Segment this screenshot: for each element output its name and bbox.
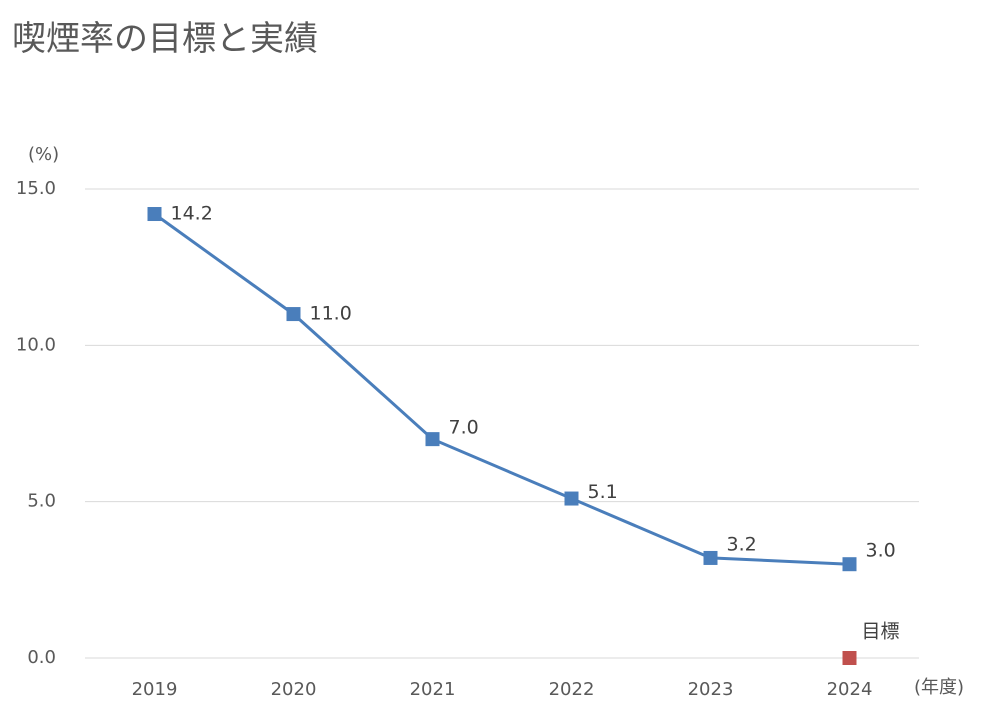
x-tick-label: 2023: [688, 679, 734, 700]
marker: [425, 432, 440, 447]
data-label: 3.2: [727, 533, 757, 555]
y-axis-label: (%): [28, 144, 59, 165]
chart-title: 喫煙率の目標と実績: [12, 19, 318, 59]
x-tick-label: 2021: [410, 679, 456, 700]
x-tick-label: 2024: [827, 679, 873, 700]
y-tick-label: 5.0: [27, 491, 56, 512]
y-tick-label: 0.0: [27, 647, 56, 668]
marker: [842, 557, 857, 572]
marker: [147, 207, 162, 222]
data-label: 3.0: [866, 540, 896, 562]
data-label: 11.0: [310, 303, 352, 325]
data-label: 5.1: [588, 481, 618, 503]
marker: [703, 550, 718, 565]
data-label: 7.0: [449, 417, 479, 439]
x-tick-label: 2020: [271, 679, 317, 700]
data-label: 目標: [862, 621, 900, 643]
data-label: 14.2: [171, 203, 213, 225]
x-tick-label: 2022: [549, 679, 595, 700]
x-tick-label: 2019: [132, 679, 178, 700]
y-tick-label: 15.0: [16, 178, 56, 199]
marker: [286, 307, 301, 322]
marker: [564, 491, 579, 506]
x-axis-label: (年度): [914, 677, 964, 698]
marker: [842, 651, 857, 665]
series-line: [153, 212, 850, 566]
y-tick-label: 10.0: [16, 334, 56, 355]
